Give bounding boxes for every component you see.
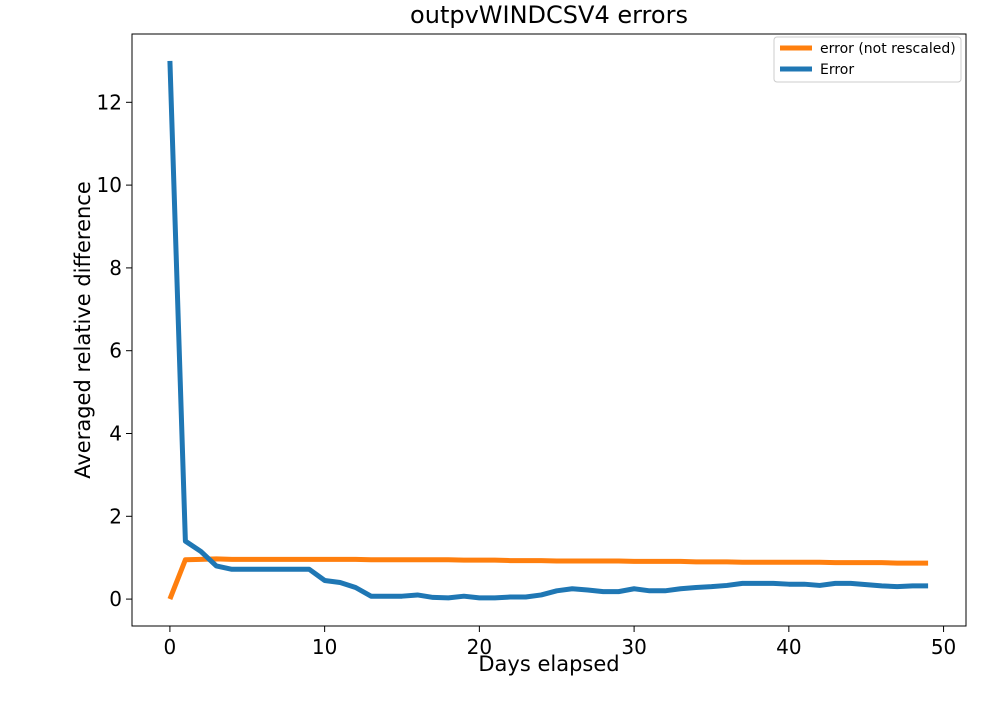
y-tick-label: 0 xyxy=(109,587,122,611)
x-tick-label: 10 xyxy=(312,635,337,659)
legend-label: Error xyxy=(820,62,854,78)
y-tick-label: 6 xyxy=(109,339,122,363)
legend-label: error (not rescaled) xyxy=(820,41,956,57)
y-tick-label: 10 xyxy=(97,173,122,197)
y-tick-label: 4 xyxy=(109,421,122,445)
series-line-error-not-rescaled xyxy=(167,556,929,601)
plot-area xyxy=(131,33,967,627)
x-tick-label: 20 xyxy=(467,635,492,659)
x-tick-label: 50 xyxy=(931,635,956,659)
plot-background xyxy=(132,34,966,626)
legend-entries: error (not rescaled) Error xyxy=(780,41,956,78)
x-tick-label: 30 xyxy=(621,635,646,659)
y-axis-label: Averaged relative difference xyxy=(71,181,95,479)
legend: error (not rescaled) Error xyxy=(773,36,962,83)
series-layer xyxy=(167,60,929,601)
chart-title: outpvWINDCSV4 errors xyxy=(410,1,688,29)
x-tick-label: 0 xyxy=(164,635,177,659)
x-tick-label: 40 xyxy=(776,635,801,659)
y-tick-label: 12 xyxy=(97,90,122,114)
y-tick-label: 2 xyxy=(109,504,122,528)
x-axis: 0 10 20 30 40 50 xyxy=(164,626,956,659)
series-line-error xyxy=(167,60,929,601)
legend-box xyxy=(773,36,962,83)
x-axis-label: Days elapsed xyxy=(478,652,619,676)
y-tick-label: 8 xyxy=(109,256,122,280)
y-axis: 0 2 4 6 8 10 12 xyxy=(97,90,132,611)
plot-frame xyxy=(131,33,967,627)
